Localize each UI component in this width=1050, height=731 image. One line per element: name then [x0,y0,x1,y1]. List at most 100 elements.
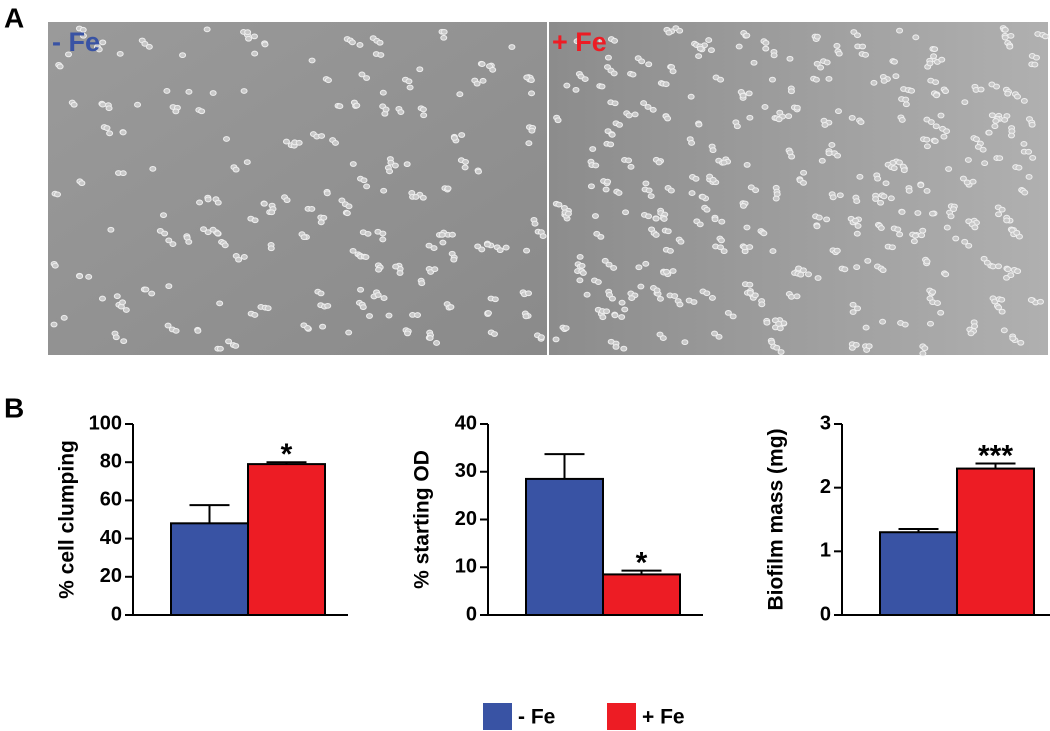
cell [119,129,127,136]
cell [996,155,1004,161]
cell [645,61,653,68]
cell [331,140,339,146]
cell [587,183,595,190]
cell [245,35,253,42]
cell [777,349,785,355]
cell [761,104,769,110]
cell [572,86,580,93]
panel-label: A [4,2,24,33]
cell [450,134,458,141]
cell [853,198,861,204]
cell [419,106,427,113]
cell [656,295,664,302]
y-tick-label: 20 [455,508,477,530]
bar [525,477,604,616]
cell [793,104,801,111]
cell [991,123,999,130]
cell [638,58,646,65]
cell [692,175,700,182]
cell [882,180,890,187]
cell [414,312,422,318]
cell [703,206,711,213]
cell [637,283,645,290]
cell [604,54,612,61]
cell [625,157,633,164]
cell [374,292,382,298]
cell [169,241,177,247]
cell [473,80,481,87]
cell [923,143,931,150]
cell [812,76,820,83]
cell [391,162,399,169]
cell [528,127,536,134]
cell [853,264,861,271]
cell [426,335,434,341]
cell [380,295,388,301]
cell [573,38,581,45]
cell [823,59,831,66]
cell [479,77,487,84]
cell [652,215,660,222]
cell [439,239,447,246]
cell [223,136,231,142]
cell [216,345,224,352]
y-tick-label: 30 [455,460,477,482]
cell [99,101,107,108]
cell [380,187,388,194]
cell [923,188,931,194]
cell [762,39,770,46]
cell [1017,339,1025,346]
cell [835,50,843,57]
cell [209,226,217,233]
y-tick-label: 20 [100,565,122,587]
cell [902,101,910,108]
cell [251,217,259,224]
cell [601,257,609,264]
cell [717,76,725,83]
cell [927,119,935,125]
cell [323,190,331,197]
cell [216,300,224,307]
cell [440,34,448,41]
cell [930,53,938,60]
cell [359,304,367,311]
cell [980,255,988,262]
cell [928,210,936,217]
cell [853,230,861,237]
cell [608,295,616,302]
cell [716,244,724,251]
cell [900,167,908,174]
cell [450,256,458,263]
cell [825,75,833,82]
cell [892,73,900,80]
cell [440,28,448,35]
legend-label: - Fe [518,706,555,729]
cell [1014,93,1022,100]
cell [461,164,469,171]
y-tick-label: 1 [820,540,831,562]
bar [879,531,958,617]
cell [642,260,650,267]
cell [942,88,950,95]
cell [198,108,206,115]
cell [490,331,498,337]
cell [602,186,610,193]
cell [552,336,560,343]
cell [1006,43,1014,50]
cell [813,33,821,40]
image-label: - Fe [52,27,100,57]
cell [244,29,252,36]
significance: * [636,547,648,580]
cell [833,247,841,254]
cell [360,177,368,184]
cell [379,230,387,237]
cell [105,105,113,112]
cell [823,216,831,223]
cell [959,175,967,182]
cell [200,226,208,233]
cell [879,267,887,274]
cell [531,220,539,227]
cell [598,83,606,90]
cell [711,330,719,337]
cell [611,100,619,107]
